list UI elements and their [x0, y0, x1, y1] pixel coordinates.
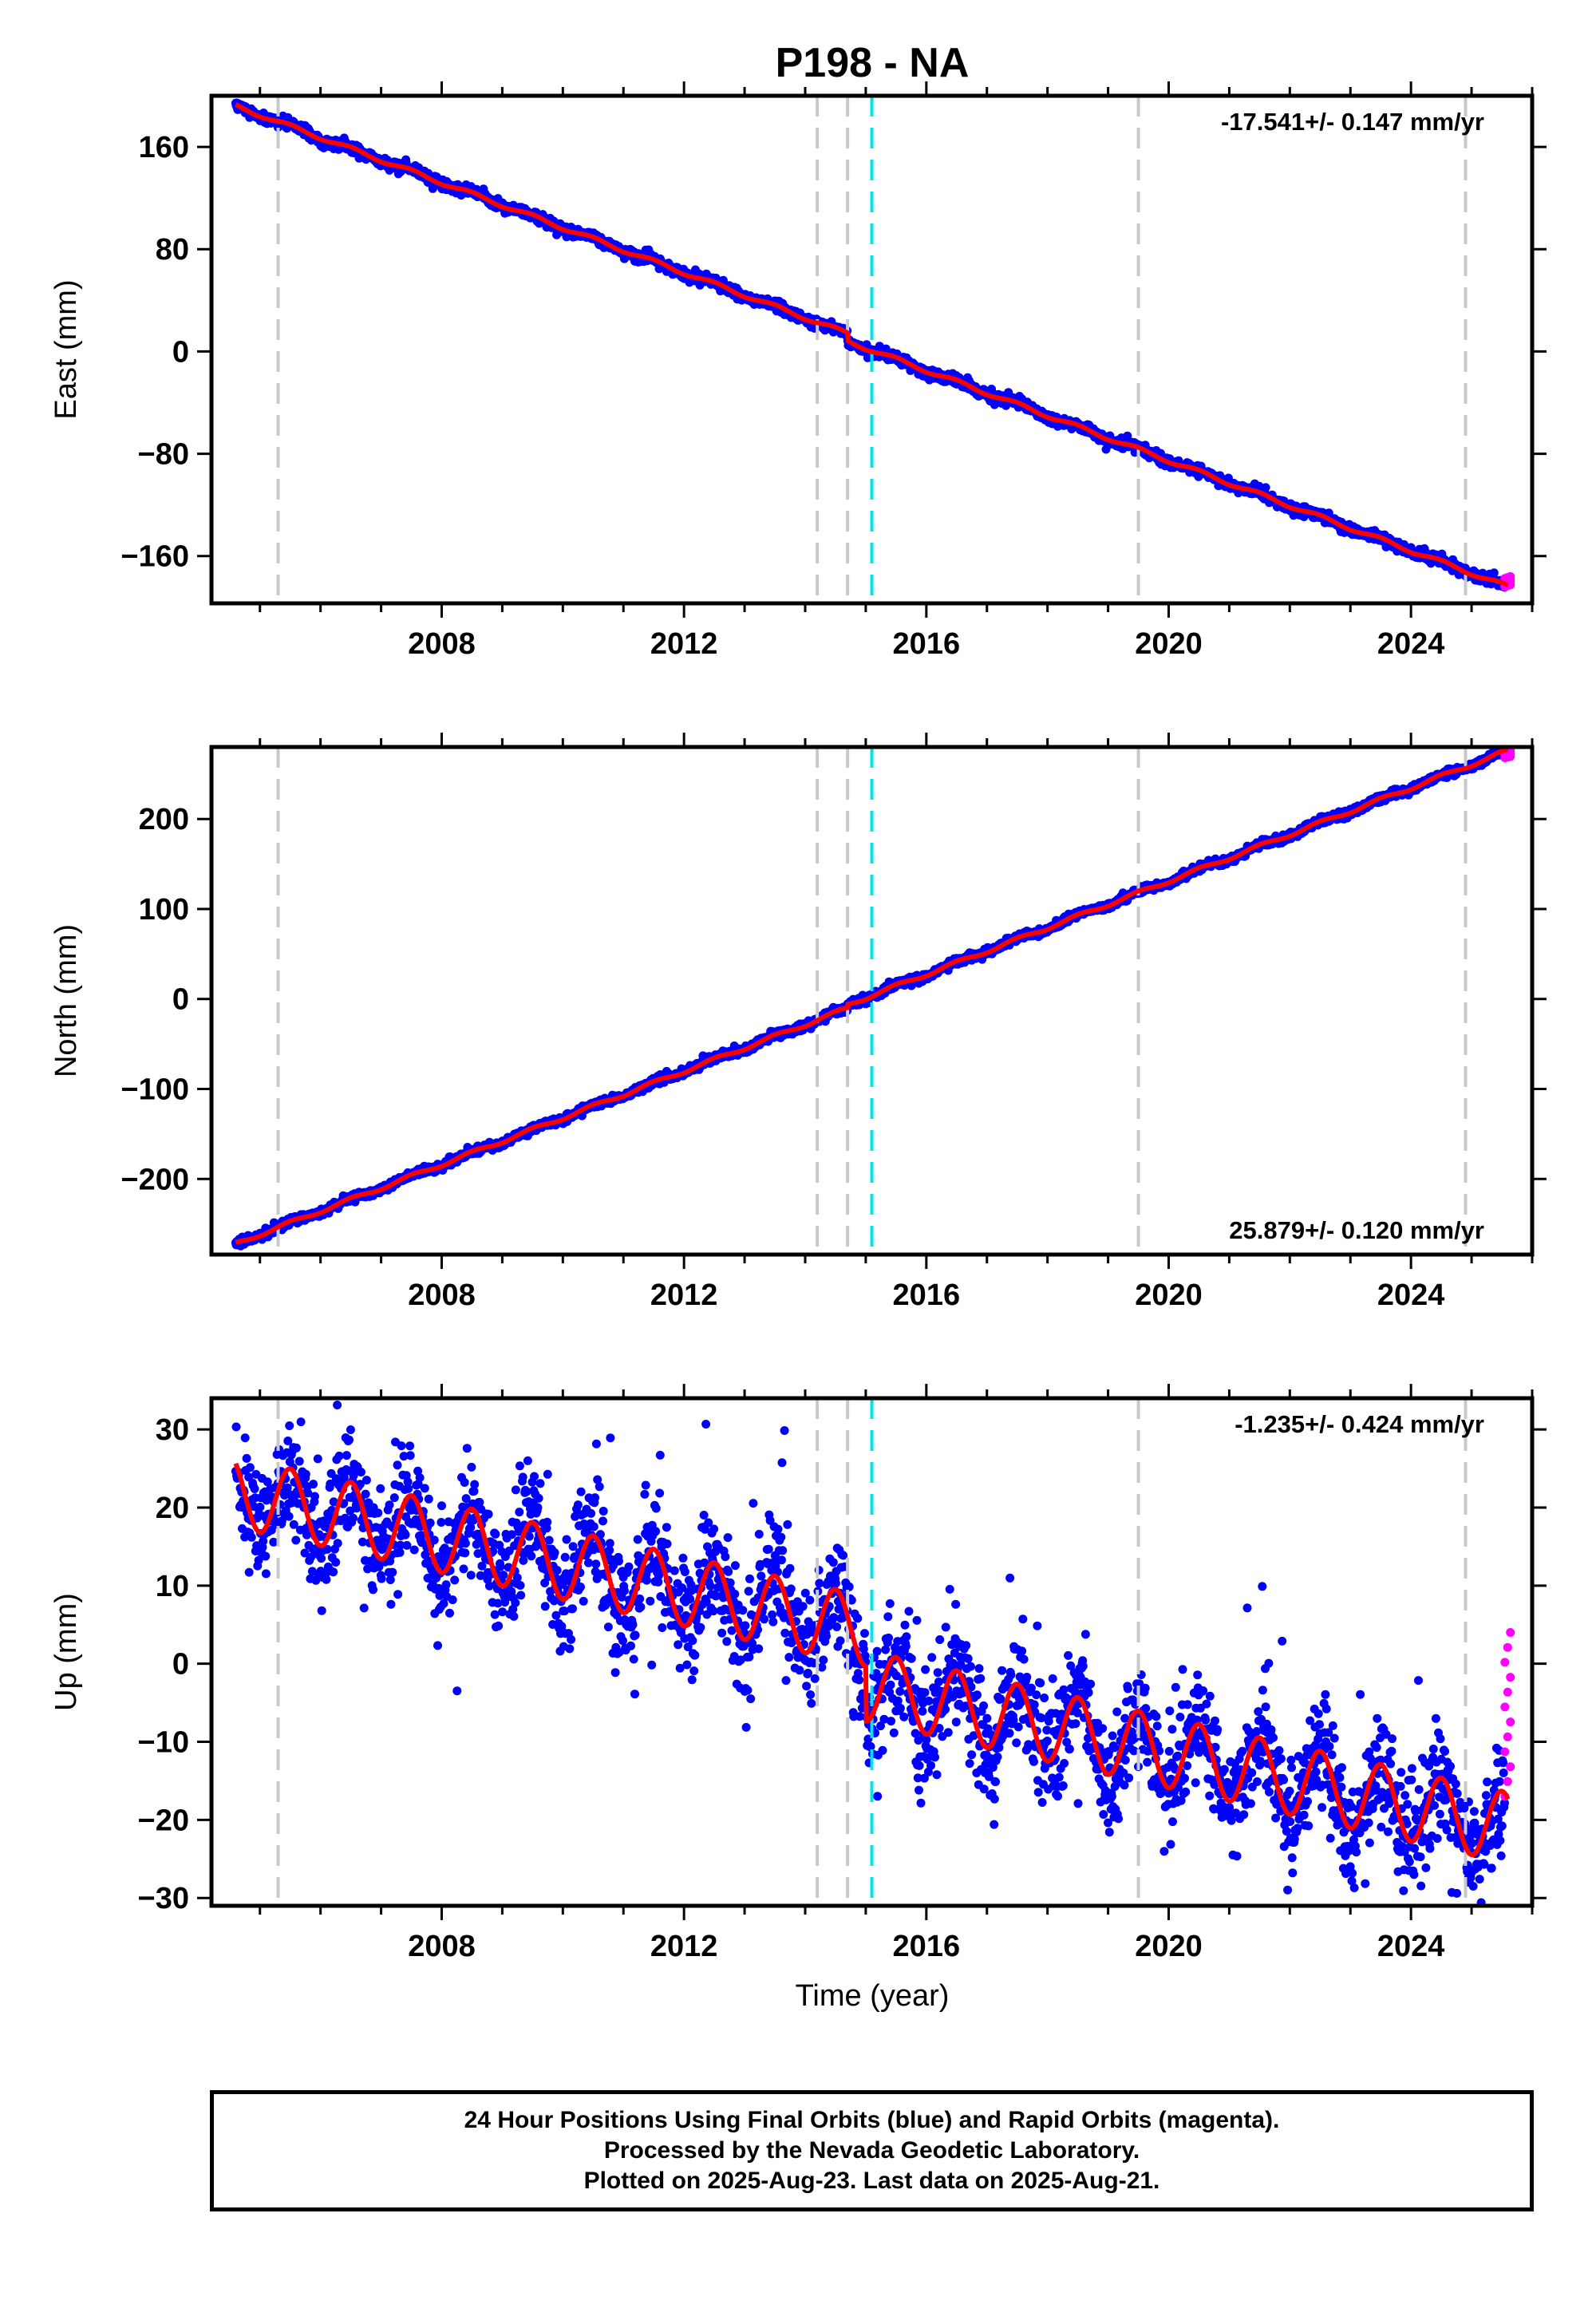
- x-tick-label: 2016: [893, 627, 961, 661]
- panels-group: 2008 2012 2016 2020 2024 −160 −80 0 80 160 East (m…: [49, 81, 1547, 1963]
- panel-north: 2008 2012 2016 2020 2024−200−1000100200North…: [49, 733, 1547, 1312]
- y-axis-label: East (mm): [49, 279, 83, 419]
- panel-east: 2008 2012 2016 2020 2024 −160 −80 0 80 160 East (m…: [49, 81, 1547, 661]
- data-point: [1261, 483, 1270, 492]
- x-tick-label: 2008: [408, 627, 476, 661]
- x-tick-label: 2024: [1377, 627, 1445, 661]
- y-tick-label: 80: [156, 233, 189, 267]
- data-point: [1123, 431, 1132, 441]
- rate-label: -17.541+/- 0.147 mm/yr: [1221, 108, 1484, 136]
- y-tick-label: 0: [172, 335, 189, 369]
- y-tick-label: 160: [139, 131, 189, 164]
- figure-title: P198 - NA: [776, 40, 970, 86]
- y-tick-label: −80: [138, 438, 189, 472]
- rapid-point: [1506, 571, 1515, 581]
- x-tick-label: 2012: [650, 627, 718, 661]
- y-tick-label: −160: [120, 540, 189, 574]
- x-tick-label: 2020: [1135, 627, 1203, 661]
